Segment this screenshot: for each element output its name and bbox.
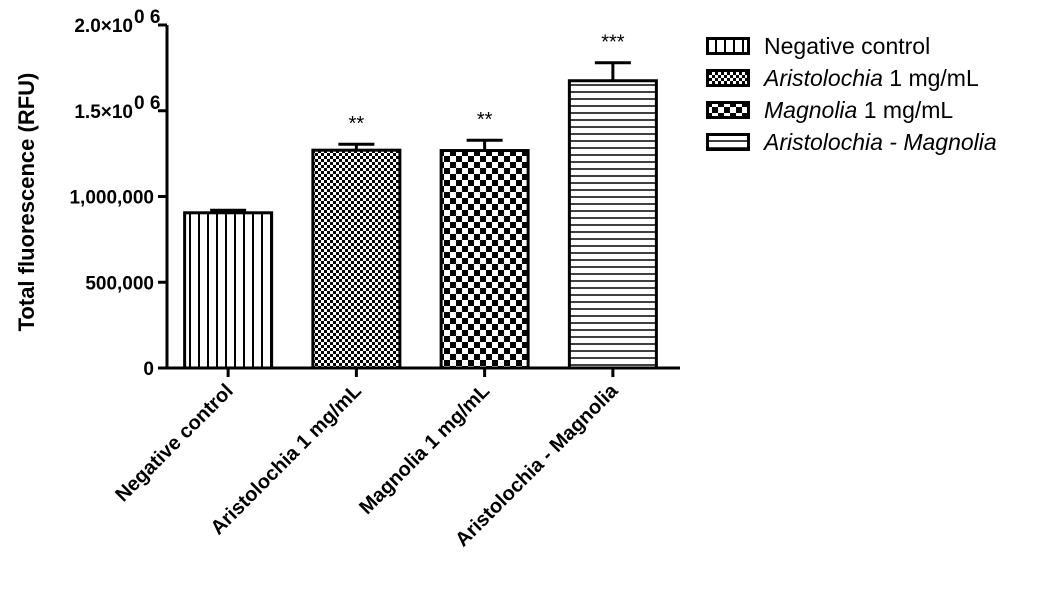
x-tick-label: Aristolochia 1 mg/mL: [207, 380, 366, 539]
legend-swatch-rect: [706, 69, 750, 87]
legend-label-italic: Aristolochia - Magnolia: [764, 128, 997, 155]
y-tick-label: 1,000,000: [69, 188, 154, 209]
y-tick-label: 500,000: [85, 273, 154, 294]
legend-item: Magnolia 1 mg/mL: [706, 94, 997, 126]
bar: [567, 79, 658, 370]
y-tick-label: 1.5×10: [74, 102, 133, 123]
significance-label: **: [349, 113, 365, 135]
y-tick-exponent: 0 6: [134, 93, 160, 114]
legend-label: Negative control: [764, 32, 931, 59]
bar: [311, 148, 402, 370]
y-axis-label: Total fluorescence (RFU): [14, 73, 39, 332]
legend-swatch: [706, 133, 750, 151]
significance-label: ***: [601, 32, 625, 54]
legend-item: Negative control: [706, 30, 997, 62]
x-tick-label: Negative control: [111, 380, 237, 506]
legend: Negative control Aristolochia 1 mg/mL Magn…: [706, 30, 997, 158]
y-tick-label: 0: [143, 359, 154, 380]
legend-swatch: [706, 37, 750, 55]
legend-item: Aristolochia 1 mg/mL: [706, 62, 997, 94]
bar: [439, 149, 530, 370]
legend-swatch-rect: [706, 101, 750, 119]
legend-label: Magnolia 1 mg/mL: [764, 96, 954, 123]
legend-label-italic: Aristolochia: [764, 64, 883, 91]
legend-item: Aristolochia - Magnolia: [706, 126, 997, 158]
legend-swatch-rect: [706, 37, 750, 55]
legend-swatch: [706, 69, 750, 87]
legend-swatch-rect: [706, 133, 750, 151]
legend-label-italic: Magnolia: [764, 96, 858, 123]
legend-swatch: [706, 101, 750, 119]
y-tick-label: 2.0×10: [74, 16, 133, 37]
legend-label: Aristolochia - Magnolia: [764, 129, 997, 156]
x-tick-label: Magnolia 1 mg/mL: [355, 380, 494, 519]
bar: [183, 211, 274, 370]
significance-label: **: [477, 109, 493, 131]
legend-label: Aristolochia 1 mg/mL: [764, 64, 979, 91]
y-tick-exponent: 0 6: [134, 7, 160, 28]
